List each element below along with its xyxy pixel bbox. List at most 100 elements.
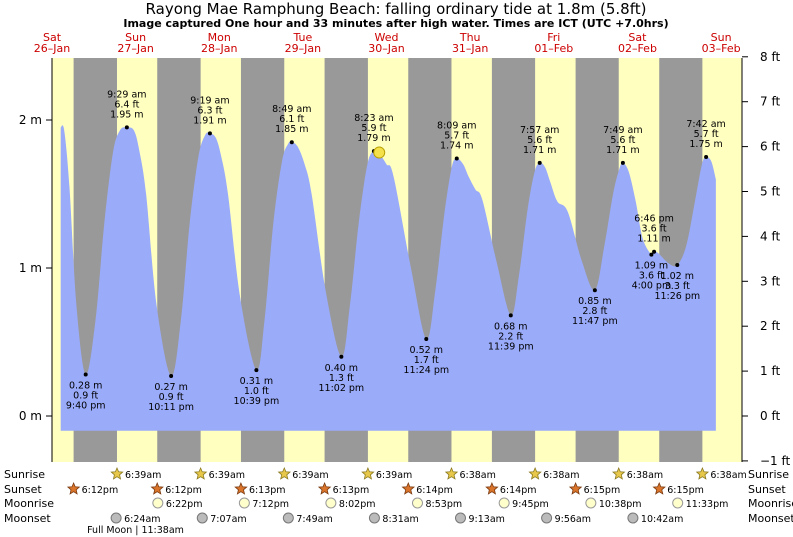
tide-label: 11:26 pm	[654, 291, 700, 302]
day-name: Sat	[43, 31, 62, 44]
tide-label: 2.2 ft	[498, 331, 523, 342]
tide-label: 3.3 ft	[665, 281, 690, 292]
sunrise-time: 6:38am	[459, 470, 495, 481]
sunset-icon	[317, 481, 332, 495]
row-label-left: Moonset	[4, 512, 51, 525]
tide-point	[169, 374, 174, 379]
moonrise-icon	[672, 497, 684, 509]
moonrise-time: 8:02pm	[339, 499, 376, 510]
sunset-time: 6:14pm	[500, 485, 537, 496]
moonrise-time: 11:33pm	[686, 499, 729, 510]
moonrise-icon	[325, 497, 337, 509]
moonrise-time: 7:12pm	[252, 499, 289, 510]
sunrise-icon	[361, 466, 375, 480]
tide-label: 0.28 m	[69, 381, 102, 392]
day-date: 26–Jan	[34, 42, 70, 55]
tide-curve-area	[60, 125, 716, 431]
tide-label: 0.27 m	[154, 382, 187, 393]
tide-point	[649, 252, 654, 257]
tide-label: 7:49 am	[603, 125, 642, 136]
moonset-time: 7:49am	[296, 514, 332, 525]
sunrise-time: 6:38am	[627, 470, 663, 481]
right-tick-label: −1 ft	[760, 454, 791, 468]
tide-label: 1.95 m	[110, 109, 143, 120]
day-name: Fri	[547, 31, 560, 44]
right-tick-label: 3 ft	[760, 274, 780, 288]
tide-point	[675, 263, 680, 268]
tide-label: 0.40 m	[325, 363, 358, 374]
tide-point	[339, 354, 344, 359]
sunset-icon	[401, 481, 416, 495]
tide-label: 5.6 ft	[610, 135, 635, 146]
moonset-icon	[282, 512, 294, 524]
moonrise-icon	[585, 497, 597, 509]
moonset-time: 7:07am	[210, 514, 246, 525]
sunrise-icon	[695, 466, 710, 480]
day-name: Sat	[628, 31, 647, 44]
right-tick-label: 0 ft	[760, 409, 780, 423]
sunset-icon	[652, 481, 666, 495]
tide-label: 10:39 pm	[234, 396, 280, 407]
tide-point	[537, 160, 542, 165]
tide-label: 1.09 m	[635, 261, 668, 272]
moonrise-time: 6:22pm	[166, 499, 203, 510]
tide-label: 11:47 pm	[572, 316, 618, 327]
right-tick-label: 4 ft	[760, 229, 780, 243]
tide-point	[652, 249, 657, 254]
tide-point	[124, 125, 129, 130]
tide-label: 1.79 m	[357, 133, 390, 144]
tide-point	[83, 372, 88, 377]
row-label-left: Sunset	[4, 483, 42, 496]
day-date: 31–Jan	[452, 42, 488, 55]
tide-label: 1.02 m	[661, 271, 694, 282]
tide-label: 6.4 ft	[114, 99, 139, 110]
left-tick-label: 0 m	[19, 409, 42, 423]
moonset-icon	[454, 512, 466, 524]
tide-point	[620, 160, 625, 165]
moonrise-icon	[238, 497, 250, 509]
right-tick-label: 7 ft	[760, 95, 780, 109]
left-tick-label: 2 m	[19, 113, 42, 127]
sunrise-time: 6:38am	[543, 470, 579, 481]
day-name: Mon	[208, 31, 231, 44]
sunset-time: 6:13pm	[249, 485, 286, 496]
sunset-time: 6:14pm	[416, 485, 453, 496]
moonset-time: 10:42am	[641, 514, 683, 525]
moonrise-time: 9:45pm	[512, 499, 549, 510]
right-tick-label: 8 ft	[760, 50, 780, 64]
day-labels: Sat26–JanSun27–JanMon28–JanTue29–JanWed3…	[34, 31, 741, 55]
moonset-icon	[368, 512, 380, 524]
day-name: Tue	[293, 31, 313, 44]
tide-label: 3.6 ft	[639, 271, 664, 282]
sunrise-icon	[444, 466, 459, 480]
moonset-icon	[541, 512, 553, 524]
moonrise-icon	[152, 497, 164, 509]
tide-point	[454, 156, 459, 161]
sunrise-time: 6:38am	[710, 470, 746, 481]
right-tick-label: 6 ft	[760, 140, 780, 154]
tide-label: 1.91 m	[193, 115, 226, 126]
day-date: 28–Jan	[201, 42, 237, 55]
tide-label: 11:24 pm	[403, 365, 449, 376]
sunset-time: 6:13pm	[333, 485, 370, 496]
sunrise-time: 6:39am	[376, 470, 412, 481]
moonrise-icon	[411, 497, 423, 509]
day-name: Wed	[375, 31, 399, 44]
tide-label: 5.7 ft	[444, 130, 469, 141]
day-name: Sun	[711, 31, 732, 44]
tide-point	[254, 368, 259, 373]
tide-label: 9:29 am	[107, 89, 146, 100]
sunset-icon	[66, 481, 81, 495]
tide-label: 10:11 pm	[148, 402, 194, 413]
sunrise-icon	[528, 466, 542, 480]
tide-point	[207, 131, 212, 136]
chart-title: Rayong Mae Ramphung Beach: falling ordin…	[146, 0, 647, 18]
tide-label: 8:09 am	[437, 120, 476, 131]
sunset-time: 6:12pm	[82, 485, 119, 496]
row-label-right: Moonrise	[748, 497, 793, 510]
sunrise-icon	[193, 466, 208, 480]
tide-label: 6.3 ft	[197, 105, 222, 116]
sunrise-time: 6:39am	[209, 470, 245, 481]
